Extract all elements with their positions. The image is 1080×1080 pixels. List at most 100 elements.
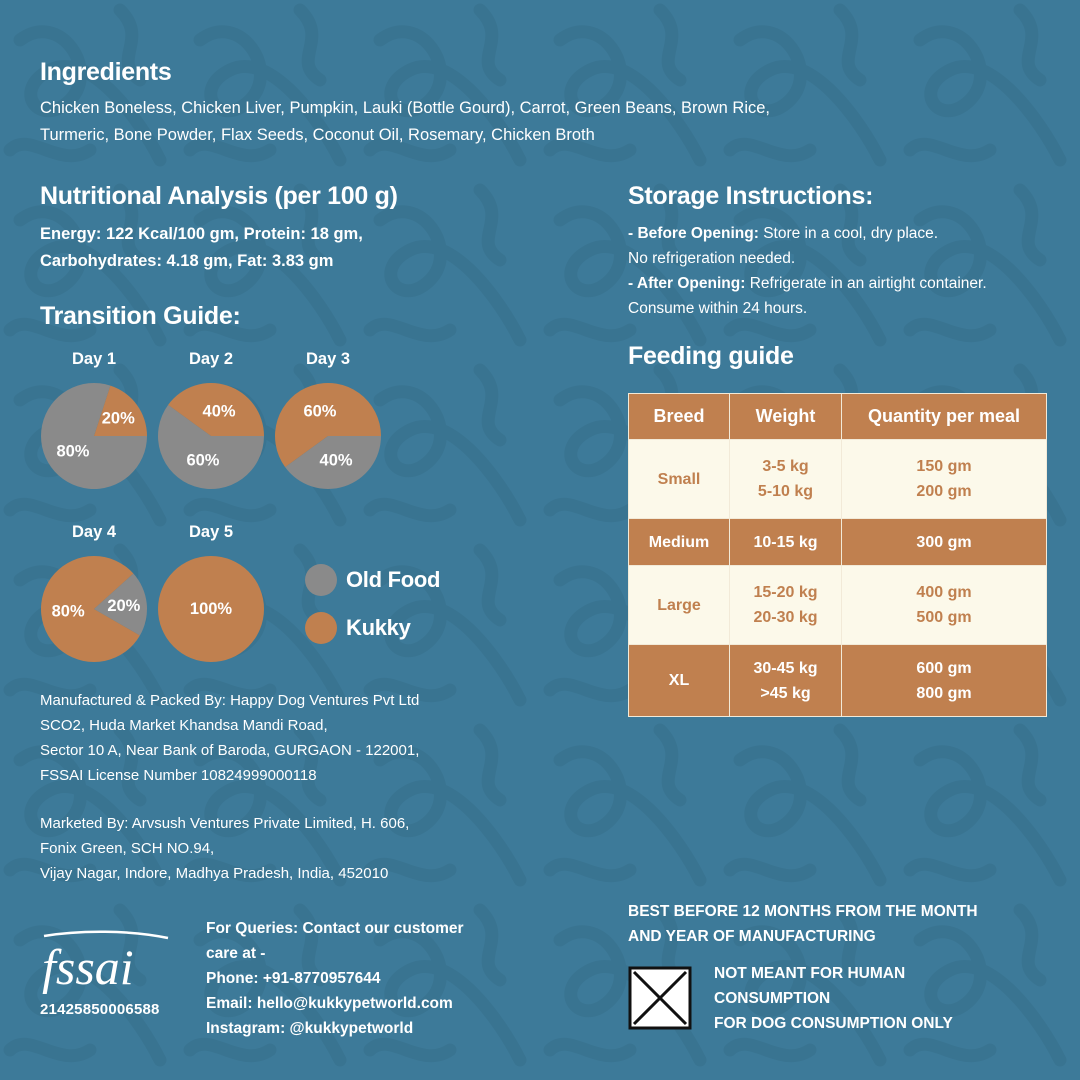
old-food-percent-label: 20%: [107, 597, 140, 615]
storage-after-label: - After Opening:: [628, 275, 746, 292]
transition-day-1: Day 1 20% 80%: [40, 348, 148, 490]
quantity-value: 150 gm: [916, 458, 972, 475]
contact-info: For Queries: Contact our customer care a…: [206, 916, 506, 1041]
manufacturer-line: FSSAI License Number 10824999000118: [40, 767, 317, 784]
transition-day-5: Day 5 100%: [157, 521, 265, 663]
ingredients-line-1: Chicken Boneless, Chicken Liver, Pumpkin…: [40, 99, 770, 117]
table-row: Large 15-20 kg 20-30 kg 400 gm 500 gm: [628, 565, 1047, 645]
kukky-percent-label: 40%: [203, 402, 236, 420]
manufacturer-line: Manufactured & Packed By: Happy Dog Vent…: [40, 692, 420, 709]
pie-legend: Old Food Kukky: [305, 563, 440, 659]
manufacturer-line: Sector 10 A, Near Bank of Baroda, GURGAO…: [40, 742, 420, 759]
queries-line-2: care at -: [206, 945, 266, 962]
weight-value: >45 kg: [760, 684, 811, 702]
quantity-cell: 400 gm 500 gm: [841, 565, 1047, 645]
breed-cell: Large: [628, 565, 730, 645]
legend-label-old-food: Old Food: [346, 567, 441, 592]
warning-line-2: CONSUMPTION: [714, 990, 831, 1007]
weight-cell: 3-5 kg 5-10 kg: [729, 439, 842, 519]
quantity-cell: 600 gm 800 gm: [841, 644, 1047, 717]
table-row: XL 30-45 kg >45 kg 600 gm 800 gm: [628, 644, 1047, 717]
old-food-swatch: [305, 564, 337, 596]
old-food-slice: [158, 404, 264, 489]
consumption-warning: NOT MEANT FOR HUMAN CONSUMPTION FOR DOG …: [714, 961, 1054, 1036]
best-before-line-2: AND YEAR OF MANUFACTURING: [628, 928, 876, 945]
kukky-swatch: [305, 612, 337, 644]
ingredients-section: Ingredients Chicken Boneless, Chicken Li…: [40, 58, 1040, 149]
not-for-human-consumption-icon: [628, 966, 692, 1030]
quantity-value: 800 gm: [916, 684, 972, 702]
nutrition-line-1: Energy: 122 Kcal/100 gm, Protein: 18 gm,: [40, 225, 363, 243]
day-label: Day 1: [71, 350, 117, 368]
kukky-slice: [40, 556, 140, 662]
kukky-percent-label: 20%: [102, 409, 135, 427]
header-breed: Breed: [628, 393, 730, 440]
breed-cell: XL: [628, 644, 730, 717]
storage-before-text-2: No refrigeration needed.: [628, 250, 796, 267]
marketer-line: Vijay Nagar, Indore, Madhya Pradesh, Ind…: [40, 865, 389, 882]
storage-section: Storage Instructions: - Before Opening: …: [628, 182, 1068, 321]
breed-cell: Medium: [628, 518, 730, 566]
quantity-cell: 150 gm 200 gm: [841, 439, 1047, 519]
table-row: Small 3-5 kg 5-10 kg 150 gm 200 gm: [628, 439, 1047, 519]
kukky-slice: [168, 383, 264, 436]
instagram-text: Instagram: @kukkypetworld: [206, 1020, 414, 1037]
storage-after-opening: - After Opening: Refrigerate in an airti…: [628, 271, 1068, 296]
day-label: Day 4: [71, 523, 117, 541]
best-before-line-1: BEST BEFORE 12 MONTHS FROM THE MONTH: [628, 903, 978, 920]
weight-value: 10-15 kg: [753, 533, 818, 551]
old-food-percent-label: 40%: [320, 452, 353, 470]
breed-cell: Small: [628, 439, 730, 519]
quantity-value: 300 gm: [916, 533, 972, 551]
manufacturer-line: SCO2, Huda Market Khandsa Mandi Road,: [40, 717, 328, 734]
old-food-percent-label: 80%: [56, 442, 89, 460]
table-header-row: Breed Weight Quantity per meal: [628, 393, 1047, 440]
weight-value: 5-10 kg: [757, 483, 814, 500]
phone-text: Phone: +91-8770957644: [206, 970, 381, 987]
quantity-value: 600 gm: [916, 659, 972, 677]
storage-before-opening: - Before Opening: Store in a cool, dry p…: [628, 221, 1068, 246]
transition-day-4: Day 4 80% 20%: [40, 521, 148, 663]
ingredients-title: Ingredients: [40, 58, 172, 86]
weight-value: 15-20 kg: [753, 584, 818, 601]
day-label: Day 5: [188, 523, 234, 541]
nutrition-title: Nutritional Analysis (per 100 g): [40, 182, 398, 210]
kukky-percent-label: 60%: [303, 402, 336, 420]
fssai-license-number: 21425850006588: [40, 1001, 160, 1018]
marketer-line: Fonix Green, SCH NO.94,: [40, 840, 215, 857]
pie-chart-day-3: 60% 40%: [275, 383, 381, 489]
kukky-percent-label: 80%: [52, 603, 85, 621]
nutrition-section: Nutritional Analysis (per 100 g) Energy:…: [40, 182, 580, 275]
old-food-percent-label: 60%: [186, 452, 219, 470]
weight-value: 20-30 kg: [753, 609, 818, 626]
storage-before-text: Store in a cool, dry place.: [758, 225, 939, 242]
pie-chart-day-2: 40% 60%: [158, 383, 264, 489]
fssai-logo-icon: fssai: [42, 930, 169, 995]
warning-line-1: NOT MEANT FOR HUMAN: [714, 965, 906, 982]
header-weight: Weight: [729, 393, 842, 440]
transition-day-2: Day 2 40% 60%: [157, 348, 265, 490]
day-label: Day 2: [188, 350, 234, 368]
weight-cell: 15-20 kg 20-30 kg: [729, 565, 842, 645]
quantity-value: 400 gm: [916, 584, 972, 601]
weight-value: 30-45 kg: [753, 659, 818, 677]
quantity-value: 500 gm: [916, 609, 972, 626]
header-quantity: Quantity per meal: [841, 393, 1047, 440]
old-food-slice: [285, 436, 381, 489]
storage-after-text: Refrigerate in an airtight container.: [745, 275, 987, 292]
marketer-info: Marketed By: Arvsush Ventures Private Li…: [40, 811, 600, 886]
day-label: Day 3: [305, 350, 351, 368]
table-row: Medium 10-15 kg 300 gm: [628, 518, 1047, 566]
manufacturer-info: Manufactured & Packed By: Happy Dog Vent…: [40, 688, 600, 788]
feeding-guide-title: Feeding guide: [628, 342, 794, 370]
storage-before-label: - Before Opening:: [628, 225, 759, 242]
weight-value: 3-5 kg: [762, 458, 809, 475]
pie-chart-day-5: 100%: [158, 556, 264, 662]
transition-guide-title: Transition Guide:: [40, 302, 241, 330]
warning-line-3: FOR DOG CONSUMPTION ONLY: [714, 1015, 953, 1032]
legend-item-kukky: Kukky: [305, 611, 440, 645]
pie-chart-day-4: 80% 20%: [40, 556, 147, 662]
kukky-percent-label: 100%: [190, 600, 233, 618]
quantity-cell: 300 gm: [841, 518, 1047, 566]
weight-cell: 10-15 kg: [729, 518, 842, 566]
